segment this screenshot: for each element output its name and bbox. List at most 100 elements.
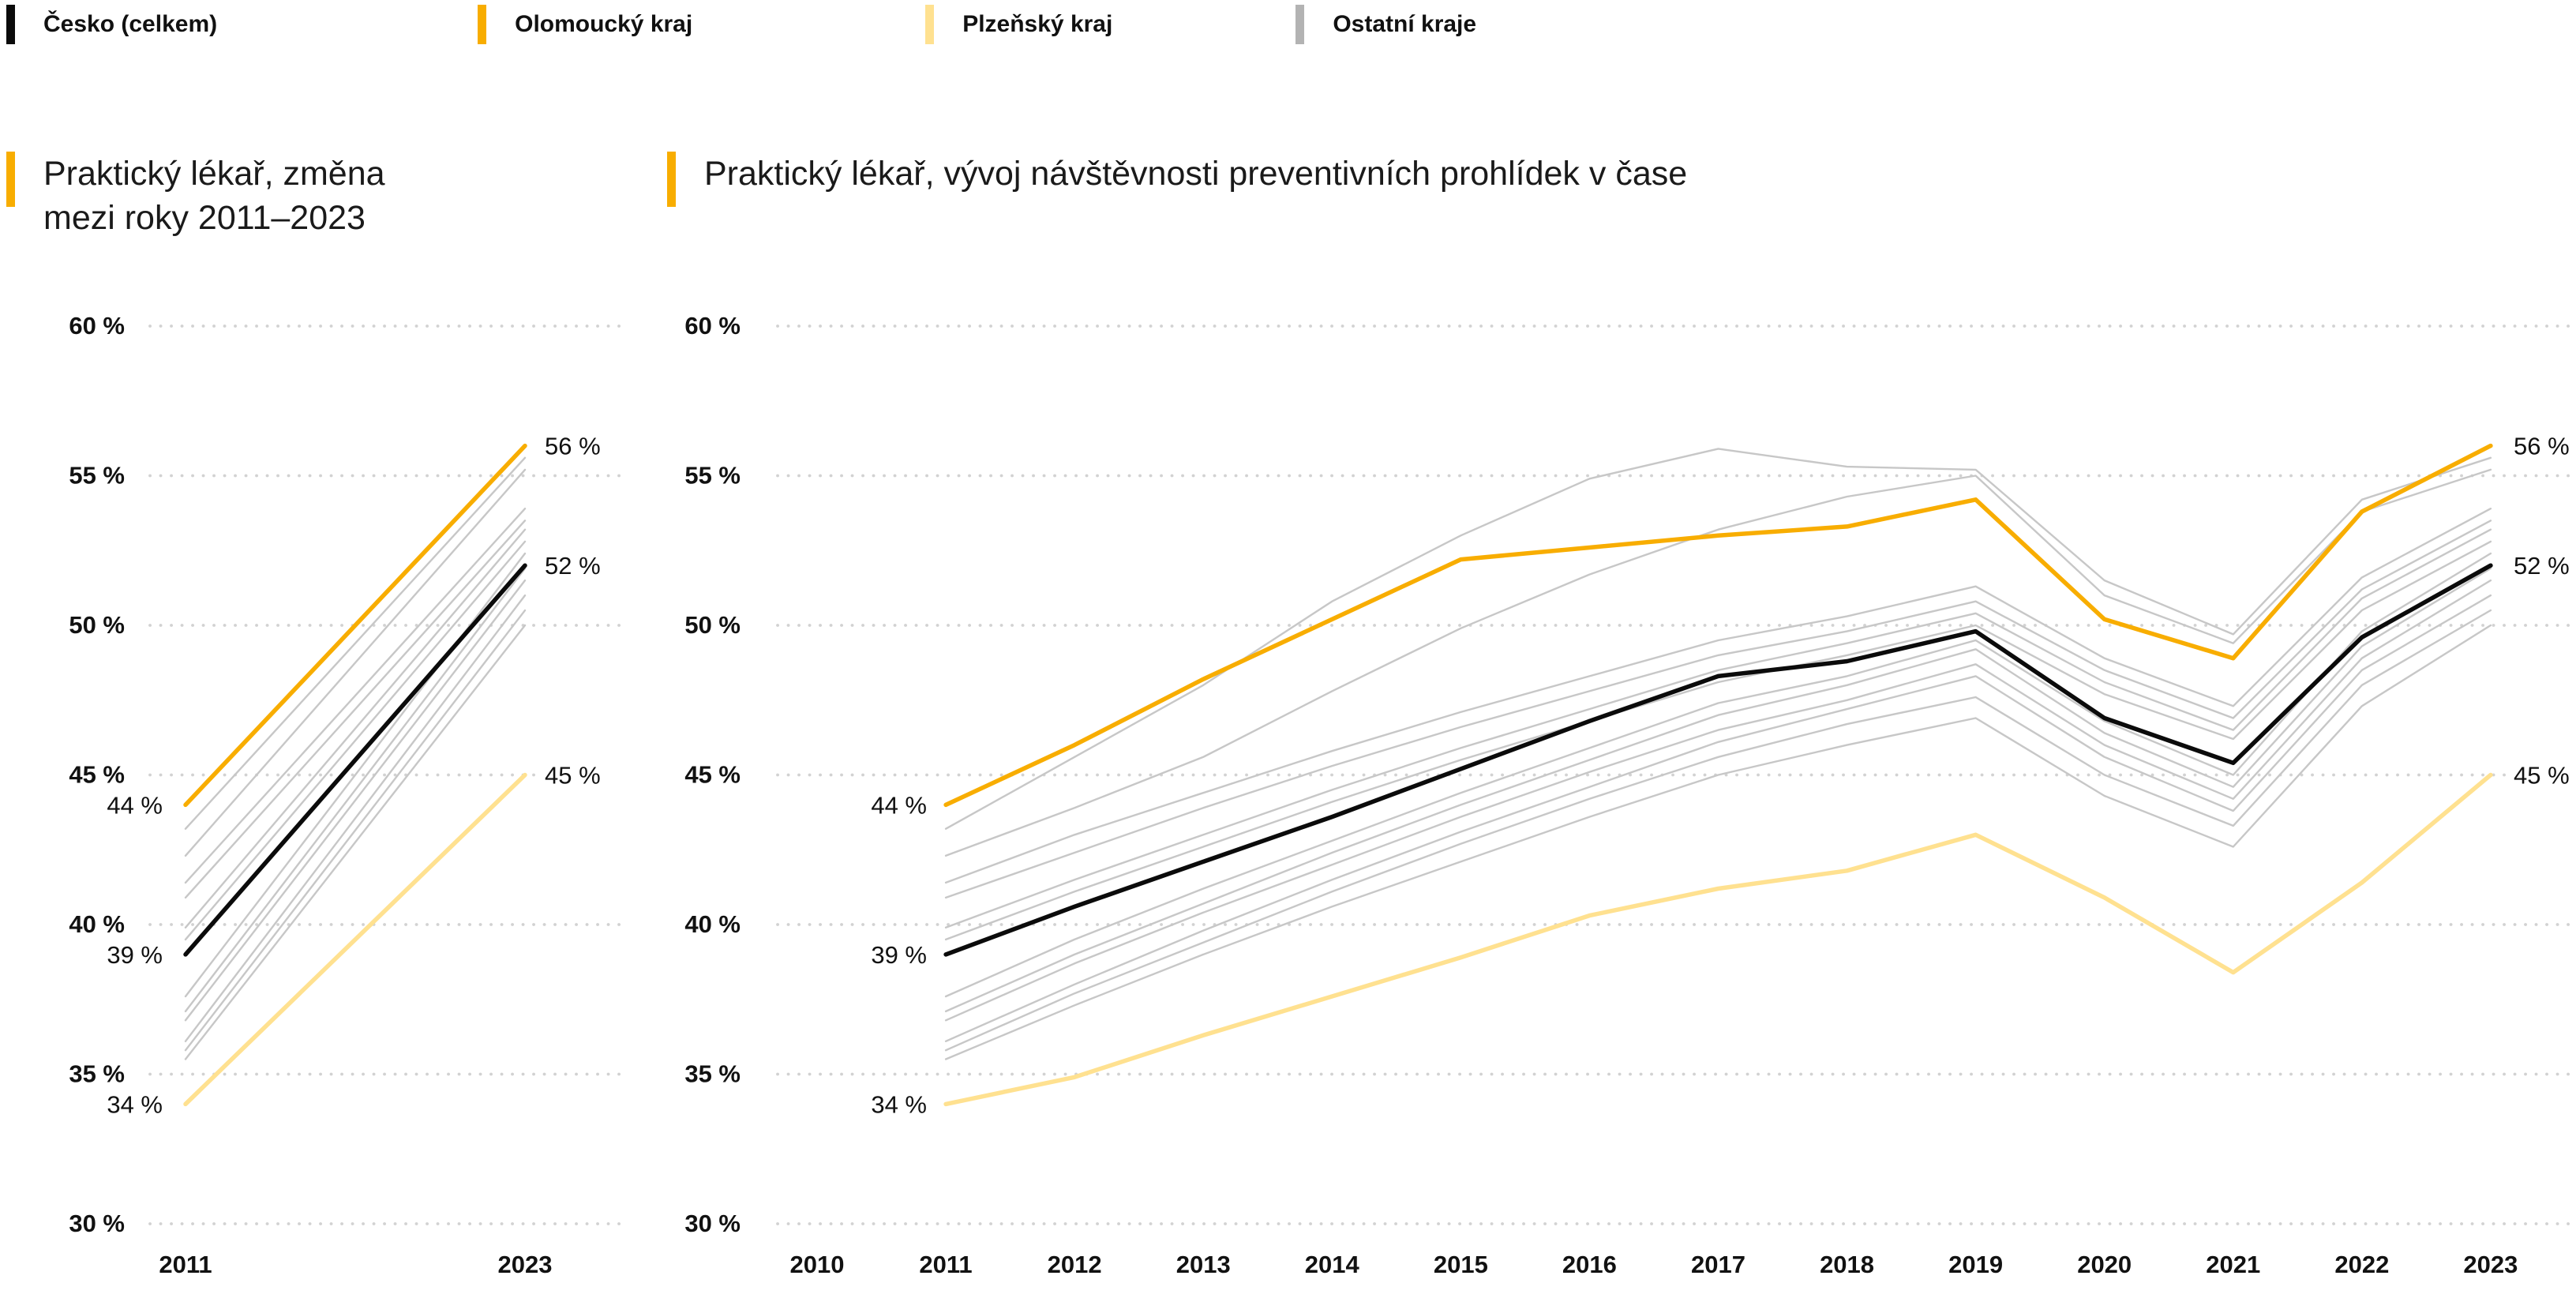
x-tick-label: 2014: [1305, 1251, 1360, 1278]
series-line-ostatni: [944, 448, 2492, 830]
x-tick-label: 2022: [2334, 1251, 2389, 1278]
chart-title-left: Praktický lékař, změna mezi roky 2011–20…: [43, 152, 385, 240]
value-label-start: 39 %: [871, 941, 927, 969]
legend-swatch-orange: [478, 5, 487, 44]
value-label-start: 39 %: [107, 941, 163, 969]
legend-item: Česko (celkem): [6, 5, 217, 44]
value-label-bg: [2509, 548, 2576, 583]
slope-line-ostatni: [184, 624, 527, 1060]
title-accent-bar: [667, 152, 676, 207]
legend-label: Ostatní kraje: [1333, 11, 1477, 37]
y-tick-label: 35 %: [684, 1060, 741, 1088]
value-label-start: 44 %: [871, 791, 927, 819]
series-line-Česko (celkem): [943, 563, 2493, 957]
y-tick-label: 60 %: [684, 312, 741, 340]
legend-item: Ostatní kraje: [1295, 5, 1476, 44]
value-label-bg: [540, 428, 624, 463]
y-tick-label: 40 %: [69, 910, 125, 938]
value-label-end: 45 %: [545, 762, 601, 790]
x-tick-label: 2011: [919, 1251, 972, 1278]
y-tick-label: 45 %: [69, 761, 125, 789]
series-line-Plzeňský kraj: [943, 772, 2493, 1107]
chart-title-right-block: Praktický lékař, vývoj návštěvnosti prev…: [667, 152, 1687, 207]
x-tick-label: 2015: [1434, 1251, 1488, 1278]
value-label-bg: [2509, 428, 2576, 463]
legend-label: Olomoucký kraj: [515, 11, 693, 37]
value-label-end: 56 %: [2514, 433, 2570, 460]
series-line-ostatni: [944, 508, 2492, 884]
series-line-Olomoucký kraj: [943, 443, 2493, 808]
y-tick-label: 60 %: [69, 312, 125, 340]
slope-line-ostatni: [184, 468, 527, 857]
value-label-start: 44 %: [107, 791, 163, 819]
x-tick-label: 2023: [2463, 1251, 2518, 1278]
y-tick-label: 55 %: [684, 462, 741, 490]
legend-label: Česko (celkem): [43, 11, 218, 37]
x-tick-label: 2019: [1948, 1251, 2003, 1278]
slope-line-ostatni: [184, 594, 527, 1043]
series-line-ostatni: [944, 609, 2492, 1052]
slope-line-ostatni: [184, 507, 527, 884]
y-tick-label: 50 %: [69, 611, 125, 639]
value-label-start: 34 %: [871, 1090, 927, 1118]
x-tick-label: 2010: [790, 1251, 845, 1278]
slope-line-Olomoucký kraj: [183, 443, 527, 808]
chart-title-right: Praktický lékař, vývoj návštěvnosti prev…: [704, 155, 1688, 193]
slope-line-ostatni: [184, 567, 527, 1013]
legend-item: Plzeňský kraj: [925, 5, 1112, 44]
title-accent-bar: [6, 152, 15, 207]
value-label-start: 34 %: [107, 1090, 163, 1118]
series-line-ostatni: [944, 552, 2492, 998]
value-label-end: 45 %: [2514, 762, 2570, 790]
series-line-ostatni: [944, 624, 2492, 1060]
y-tick-label: 55 %: [69, 462, 125, 490]
x-tick-label: 2017: [1691, 1251, 1745, 1278]
series-line-ostatni: [944, 468, 2492, 857]
value-label-bg: [540, 757, 624, 793]
series-line-ostatni: [944, 567, 2492, 1013]
chart-title-left-line2: mezi roky 2011–2023: [43, 199, 366, 237]
value-label-end: 52 %: [2514, 552, 2570, 580]
series-line-ostatni: [944, 528, 2492, 929]
legend: Česko (celkem) Olomoucký kraj Plzeňský kra…: [6, 5, 1476, 44]
value-label-end: 56 %: [545, 433, 601, 460]
chart-title-left-line1: Praktický lékař, změna: [43, 155, 385, 193]
slope-line-ostatni: [184, 579, 527, 1022]
slope-line-ostatni: [184, 456, 527, 830]
y-tick-label: 50 %: [684, 611, 741, 639]
x-tick-label: 2018: [1820, 1251, 1874, 1278]
chart-title-left-block: Praktický lékař, změna mezi roky 2011–20…: [6, 152, 385, 240]
series-line-ostatni: [944, 579, 2492, 1022]
legend-swatch-gray_swatch: [1295, 5, 1305, 44]
y-tick-label: 30 %: [684, 1210, 741, 1237]
x-tick-label: 2023: [498, 1251, 553, 1278]
value-label-end: 52 %: [545, 552, 601, 580]
y-tick-label: 40 %: [684, 910, 741, 938]
x-tick-label: 2016: [1562, 1251, 1617, 1278]
y-tick-label: 30 %: [69, 1210, 125, 1237]
x-tick-label: 2013: [1176, 1251, 1231, 1278]
legend-label: Plzeňský kraj: [962, 11, 1113, 37]
slope-line-ostatni: [184, 520, 527, 899]
series-line-ostatni: [944, 540, 2492, 941]
legend-swatch-black: [6, 5, 15, 44]
series-line-ostatni: [944, 520, 2492, 899]
slope-line-ostatni: [184, 609, 527, 1052]
slope-line-Česko (celkem): [183, 563, 527, 957]
x-tick-label: 2020: [2077, 1251, 2132, 1278]
slope-line-ostatni: [184, 540, 527, 941]
x-tick-label: 2021: [2206, 1251, 2260, 1278]
series-line-ostatni: [944, 594, 2492, 1043]
slope-line-Plzeňský kraj: [183, 772, 527, 1107]
value-label-bg: [540, 548, 624, 583]
y-tick-label: 35 %: [69, 1060, 125, 1088]
legend-swatch-yellow: [925, 5, 935, 44]
legend-item: Olomoucký kraj: [478, 5, 692, 44]
slope-line-ostatni: [184, 528, 527, 928]
y-tick-label: 45 %: [684, 761, 741, 789]
value-label-bg: [2509, 757, 2576, 793]
x-tick-label: 2012: [1048, 1251, 1102, 1278]
x-tick-label: 2011: [159, 1251, 212, 1278]
